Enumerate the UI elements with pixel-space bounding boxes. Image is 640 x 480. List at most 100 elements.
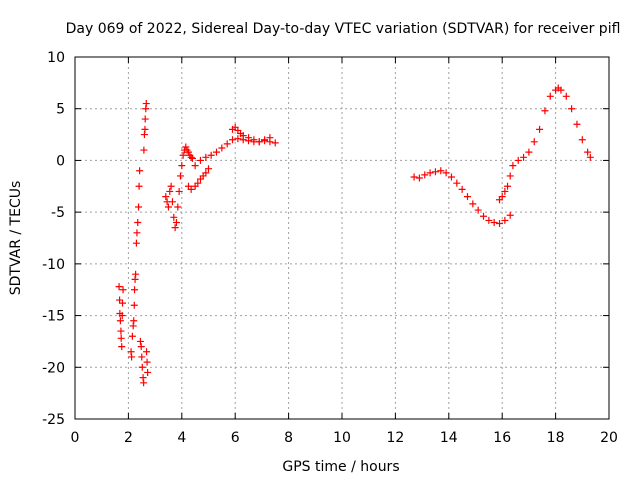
data-point bbox=[223, 140, 231, 148]
data-point bbox=[250, 136, 258, 144]
data-point bbox=[144, 368, 152, 376]
data-point bbox=[557, 86, 565, 94]
data-point bbox=[138, 353, 146, 361]
data-point bbox=[118, 343, 126, 351]
x-tick-label: 6 bbox=[231, 430, 240, 446]
data-point bbox=[266, 134, 274, 142]
data-point bbox=[431, 168, 439, 176]
data-point bbox=[469, 200, 477, 208]
y-tick-label: 10 bbox=[47, 50, 65, 66]
data-point bbox=[130, 301, 138, 309]
data-point bbox=[255, 138, 263, 146]
data-point bbox=[207, 151, 215, 159]
data-point bbox=[421, 171, 429, 179]
data-point bbox=[175, 187, 183, 195]
data-point bbox=[447, 173, 455, 181]
data-point bbox=[133, 229, 141, 237]
data-point bbox=[188, 154, 196, 162]
data-point bbox=[541, 107, 549, 115]
data-point bbox=[143, 358, 151, 366]
data-point bbox=[202, 153, 210, 161]
data-point bbox=[170, 213, 178, 221]
data-point bbox=[205, 165, 212, 173]
data-point bbox=[162, 193, 170, 201]
y-tick-label: -5 bbox=[51, 205, 65, 221]
data-point bbox=[506, 211, 514, 219]
data-point bbox=[234, 135, 242, 143]
data-point bbox=[437, 167, 445, 175]
data-point bbox=[141, 115, 149, 123]
data-point bbox=[485, 216, 493, 224]
data-point bbox=[442, 169, 450, 177]
data-point bbox=[171, 224, 179, 232]
data-point bbox=[520, 153, 528, 161]
x-axis-label: GPS time / hours bbox=[282, 459, 399, 475]
data-point bbox=[117, 327, 125, 335]
data-point bbox=[536, 125, 544, 133]
data-point bbox=[187, 185, 195, 193]
y-tick-label: 5 bbox=[56, 102, 65, 118]
data-point bbox=[143, 348, 151, 356]
x-tick-label: 16 bbox=[493, 430, 511, 446]
data-point bbox=[501, 187, 509, 195]
data-point bbox=[141, 125, 149, 133]
data-point bbox=[261, 136, 269, 144]
x-tick-label: 2 bbox=[124, 430, 133, 446]
data-point bbox=[229, 136, 237, 144]
data-point bbox=[182, 143, 190, 151]
data-point bbox=[132, 239, 140, 247]
data-point bbox=[568, 105, 576, 113]
x-tick-label: 20 bbox=[600, 430, 618, 446]
data-point bbox=[480, 212, 488, 220]
data-point bbox=[172, 218, 180, 226]
y-tick-label: -15 bbox=[42, 309, 65, 325]
data-point bbox=[178, 162, 186, 170]
data-point bbox=[119, 286, 127, 294]
x-tick-label: 18 bbox=[547, 430, 565, 446]
x-tick-label: 12 bbox=[386, 430, 404, 446]
data-point bbox=[504, 182, 512, 190]
data-point bbox=[128, 353, 136, 361]
data-point bbox=[135, 182, 143, 190]
data-point bbox=[191, 162, 199, 170]
data-point bbox=[245, 134, 253, 142]
x-tick-label: 14 bbox=[440, 430, 458, 446]
data-point bbox=[239, 132, 247, 140]
data-point bbox=[506, 172, 514, 180]
data-point bbox=[140, 379, 148, 387]
data-point bbox=[140, 146, 148, 154]
data-point bbox=[128, 332, 136, 340]
data-point bbox=[453, 179, 461, 187]
data-point bbox=[116, 296, 124, 304]
x-tick-label: 8 bbox=[284, 430, 293, 446]
y-tick-label: -20 bbox=[42, 360, 65, 376]
data-point bbox=[116, 317, 124, 325]
y-tick-label: 0 bbox=[56, 153, 65, 169]
data-point bbox=[578, 136, 586, 144]
data-point bbox=[415, 174, 423, 182]
x-tick-label: 0 bbox=[71, 430, 80, 446]
data-point bbox=[498, 193, 506, 201]
data-point bbox=[584, 148, 592, 156]
data-point bbox=[463, 193, 471, 201]
data-point bbox=[134, 218, 142, 226]
data-point bbox=[496, 220, 504, 228]
data-point bbox=[187, 153, 195, 161]
data-point bbox=[118, 312, 126, 320]
y-tick-label: -25 bbox=[42, 412, 65, 428]
data-point bbox=[271, 139, 279, 147]
x-tick-label: 10 bbox=[333, 430, 351, 446]
data-point bbox=[164, 203, 172, 211]
axes: 0 2 4 6 8 10 12 14 16 18 20 10 5 0 -5 -10 -15 -20 -25 bbox=[42, 50, 618, 446]
data-point bbox=[546, 92, 554, 100]
data-point bbox=[136, 167, 144, 175]
data-point bbox=[167, 182, 175, 190]
data-point bbox=[131, 286, 139, 294]
x-tick-label: 4 bbox=[177, 430, 186, 446]
data-point bbox=[179, 151, 187, 159]
data-point bbox=[184, 148, 192, 156]
data-point bbox=[514, 156, 522, 164]
y-axis-label: SDTVAR / TECUs bbox=[8, 181, 24, 296]
